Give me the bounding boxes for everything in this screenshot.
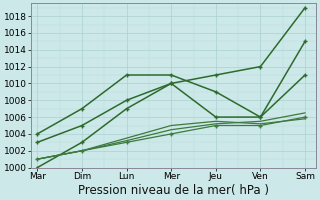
X-axis label: Pression niveau de la mer( hPa ): Pression niveau de la mer( hPa )	[78, 184, 269, 197]
